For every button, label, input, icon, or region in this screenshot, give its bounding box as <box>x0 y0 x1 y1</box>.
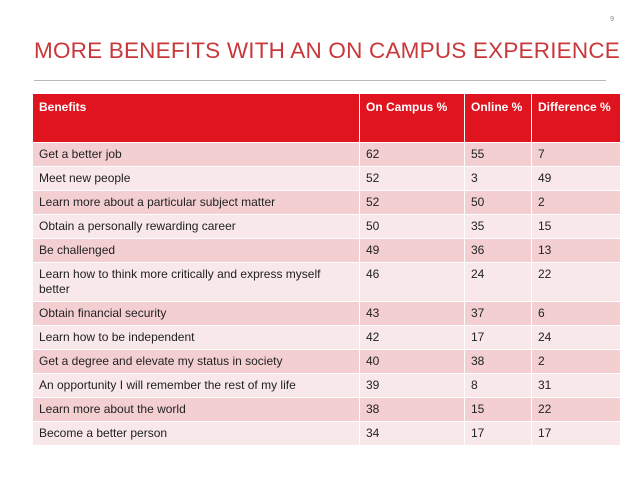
difference-cell: 6 <box>531 301 621 326</box>
on-campus-cell: 39 <box>359 373 465 398</box>
difference-cell: 2 <box>531 190 621 215</box>
benefits-table: Benefits On Campus % Online % Difference… <box>32 93 621 446</box>
online-cell: 50 <box>464 190 532 215</box>
online-cell: 55 <box>464 142 532 167</box>
table-row: Learn more about the world 38 15 22 <box>32 397 621 422</box>
table-row: An opportunity I will remember the rest … <box>32 373 621 398</box>
header-difference: Difference % <box>531 93 621 143</box>
online-cell: 8 <box>464 373 532 398</box>
difference-cell: 49 <box>531 166 621 191</box>
difference-cell: 31 <box>531 373 621 398</box>
header-benefits: Benefits <box>32 93 360 143</box>
difference-cell: 13 <box>531 238 621 263</box>
online-cell: 37 <box>464 301 532 326</box>
benefit-cell: Learn how to think more critically and e… <box>32 262 360 302</box>
difference-cell: 17 <box>531 421 621 446</box>
table-row: Learn how to be independent 42 17 24 <box>32 325 621 350</box>
table-row: Be challenged 49 36 13 <box>32 238 621 263</box>
table-row: Get a degree and elevate my status in so… <box>32 349 621 374</box>
on-campus-cell: 43 <box>359 301 465 326</box>
difference-cell: 22 <box>531 397 621 422</box>
online-cell: 35 <box>464 214 532 239</box>
benefit-cell: Get a better job <box>32 142 360 167</box>
on-campus-cell: 38 <box>359 397 465 422</box>
on-campus-cell: 52 <box>359 166 465 191</box>
title-divider <box>34 80 606 81</box>
header-online: Online % <box>464 93 532 143</box>
on-campus-cell: 62 <box>359 142 465 167</box>
table-row: Obtain financial security 43 37 6 <box>32 301 621 326</box>
benefit-cell: Become a better person <box>32 421 360 446</box>
online-cell: 38 <box>464 349 532 374</box>
table-header-row: Benefits On Campus % Online % Difference… <box>32 93 621 143</box>
online-cell: 17 <box>464 325 532 350</box>
online-cell: 17 <box>464 421 532 446</box>
table-row: Meet new people 52 3 49 <box>32 166 621 191</box>
table-row: Obtain a personally rewarding career 50 … <box>32 214 621 239</box>
difference-cell: 7 <box>531 142 621 167</box>
benefit-cell: An opportunity I will remember the rest … <box>32 373 360 398</box>
online-cell: 3 <box>464 166 532 191</box>
online-cell: 15 <box>464 397 532 422</box>
benefit-cell: Learn how to be independent <box>32 325 360 350</box>
difference-cell: 22 <box>531 262 621 302</box>
difference-cell: 15 <box>531 214 621 239</box>
benefit-cell: Obtain a personally rewarding career <box>32 214 360 239</box>
benefit-cell: Meet new people <box>32 166 360 191</box>
page-number: 9 <box>610 16 614 23</box>
slide-title: MORE BENEFITS WITH AN ON CAMPUS EXPERIEN… <box>34 38 620 63</box>
header-on-campus: On Campus % <box>359 93 465 143</box>
benefit-cell: Learn more about a particular subject ma… <box>32 190 360 215</box>
on-campus-cell: 50 <box>359 214 465 239</box>
on-campus-cell: 34 <box>359 421 465 446</box>
on-campus-cell: 46 <box>359 262 465 302</box>
on-campus-cell: 52 <box>359 190 465 215</box>
table-row: Learn how to think more critically and e… <box>32 262 621 302</box>
table-row: Become a better person 34 17 17 <box>32 421 621 446</box>
benefit-cell: Be challenged <box>32 238 360 263</box>
table-row: Get a better job 62 55 7 <box>32 142 621 167</box>
on-campus-cell: 42 <box>359 325 465 350</box>
online-cell: 36 <box>464 238 532 263</box>
table-row: Learn more about a particular subject ma… <box>32 190 621 215</box>
on-campus-cell: 49 <box>359 238 465 263</box>
benefit-cell: Learn more about the world <box>32 397 360 422</box>
on-campus-cell: 40 <box>359 349 465 374</box>
difference-cell: 2 <box>531 349 621 374</box>
difference-cell: 24 <box>531 325 621 350</box>
benefit-cell: Get a degree and elevate my status in so… <box>32 349 360 374</box>
benefit-cell: Obtain financial security <box>32 301 360 326</box>
online-cell: 24 <box>464 262 532 302</box>
